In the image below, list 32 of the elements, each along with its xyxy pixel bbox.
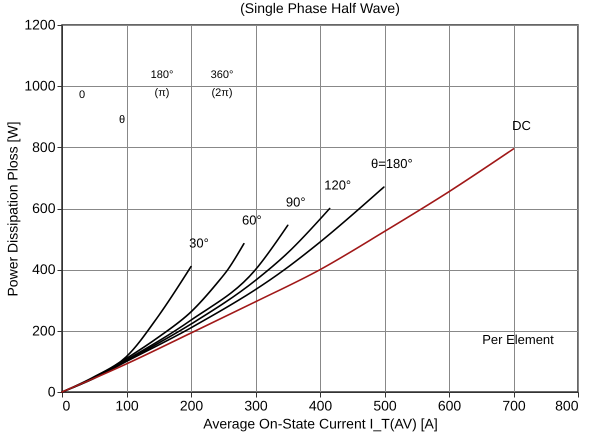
series-label: 90° — [286, 194, 306, 210]
x-axis-title: Average On-State Current I_T(AV) [A] — [203, 416, 438, 432]
y-axis-title: Power Dissipation Ploss [W] — [4, 121, 20, 297]
x-tick-label: 300 — [244, 398, 268, 414]
y-tick-label: 400 — [32, 261, 56, 278]
series-label: 60° — [242, 212, 262, 228]
annotation: 0 — [78, 89, 86, 101]
series-label: DC — [512, 118, 531, 133]
chart-title: (Single Phase Half Wave) — [240, 0, 400, 16]
annotation: θ — [118, 114, 126, 126]
x-tick-label: 400 — [308, 398, 332, 414]
y-tick-label: 1200 — [24, 16, 56, 32]
x-tick-label: 100 — [115, 398, 139, 414]
y-tick-label: 200 — [32, 322, 56, 338]
x-tick-label: 500 — [373, 398, 397, 414]
annotation: (π) — [154, 87, 170, 99]
y-tick-label: 600 — [32, 200, 56, 216]
annotation: (2π) — [211, 87, 233, 99]
x-tick-label: 700 — [502, 398, 526, 414]
annotation: 360° — [210, 69, 234, 81]
y-tick-label: 800 — [32, 138, 56, 155]
x-tick-label: 200 — [180, 398, 204, 414]
y-tick-label: 0 — [48, 384, 56, 400]
series-label: 120° — [324, 178, 352, 192]
y-tick-label: 1000 — [24, 78, 56, 94]
series-label: θ=180° — [370, 156, 413, 172]
x-tick-label: 800 — [555, 398, 579, 414]
annotation: Per Element — [482, 332, 554, 347]
annotation: 180° — [150, 69, 174, 81]
x-tick-label: 0 — [62, 398, 70, 414]
x-tick-label: 600 — [438, 398, 462, 414]
series-label: 30° — [189, 236, 209, 251]
